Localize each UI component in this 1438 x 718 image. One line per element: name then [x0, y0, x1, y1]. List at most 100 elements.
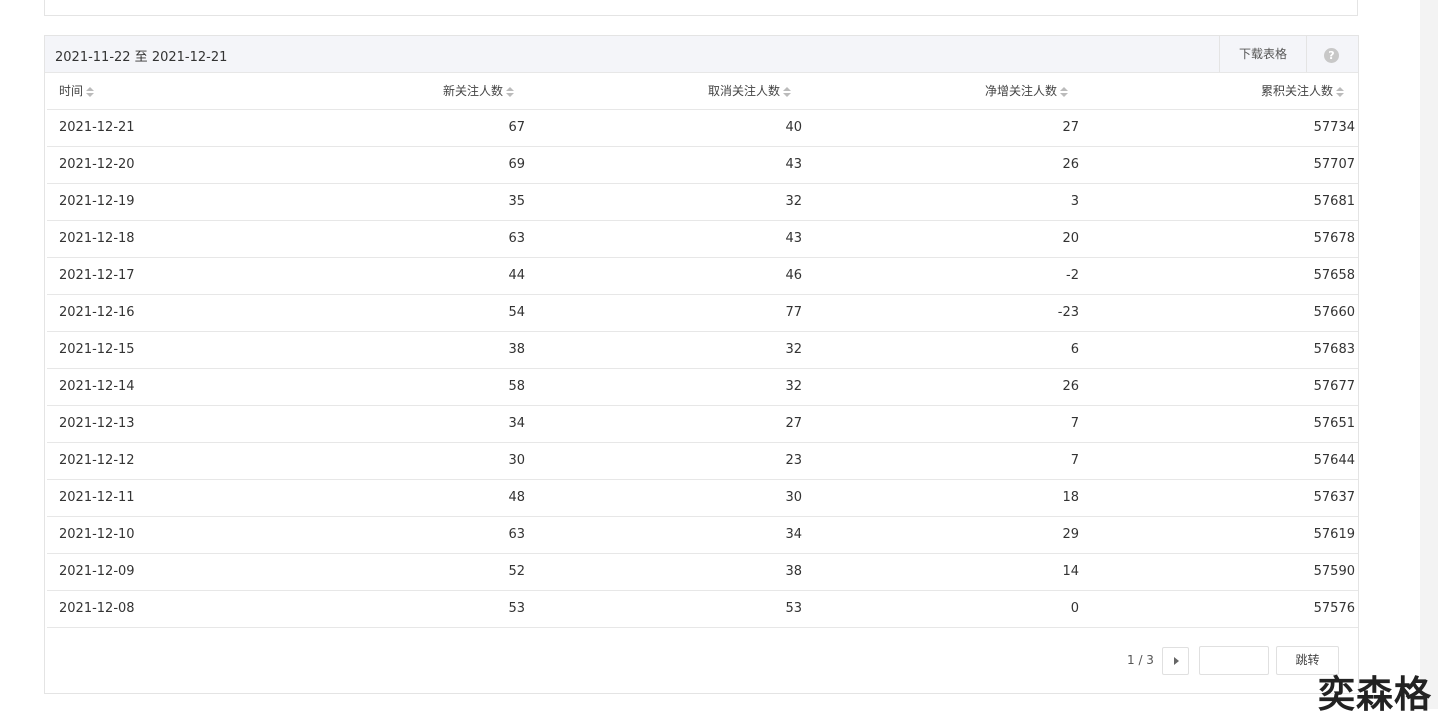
table-row: 2021-12-13 34 27 7 57651: [47, 406, 1358, 443]
column-header[interactable]: 取消关注人数: [708, 73, 791, 109]
date-cell: 2021-12-18: [59, 231, 135, 246]
table-row: 2021-12-09 52 38 14 57590: [47, 554, 1358, 591]
table-row: 2021-12-08 53 53 0 57576: [47, 591, 1358, 628]
column-title: 新关注人数: [442, 84, 503, 98]
column-header[interactable]: 净增关注人数: [985, 73, 1068, 109]
sort-icon: [1336, 86, 1344, 97]
number-cell: 57678: [1313, 231, 1355, 246]
table-row: 2021-12-18 63 43 20 57678: [47, 221, 1358, 258]
table-row: 2021-12-14 58 32 26 57677: [47, 369, 1358, 406]
number-cell: 26: [1062, 157, 1079, 172]
number-cell: 3: [1070, 194, 1079, 209]
number-cell: 14: [1062, 564, 1079, 579]
number-cell: 57683: [1313, 342, 1355, 357]
number-cell: 20: [1062, 231, 1079, 246]
number-cell: 35: [508, 194, 525, 209]
number-cell: 67: [508, 120, 525, 135]
number-cell: 57576: [1313, 601, 1355, 616]
number-cell: 26: [1062, 379, 1079, 394]
date-cell: 2021-12-09: [59, 564, 135, 579]
number-cell: 7: [1070, 453, 1079, 468]
number-cell: 6: [1070, 342, 1079, 357]
number-cell: 77: [785, 305, 802, 320]
number-cell: 57637: [1313, 490, 1355, 505]
jump-button[interactable]: 跳转: [1276, 646, 1339, 675]
number-cell: 58: [508, 379, 525, 394]
table-row: 2021-12-21 67 40 27 57734: [47, 110, 1358, 147]
date-cell: 2021-12-11: [59, 490, 135, 505]
number-cell: 57619: [1313, 527, 1355, 542]
arrow-icon: [1174, 657, 1179, 665]
next-page-button[interactable]: [1162, 647, 1189, 675]
sort-icon: [783, 86, 791, 97]
number-cell: 34: [785, 527, 802, 542]
number-cell: 63: [508, 527, 525, 542]
number-cell: 57707: [1313, 157, 1355, 172]
date-cell: 2021-12-17: [59, 268, 135, 283]
download-button[interactable]: 下载表格: [1219, 36, 1307, 72]
number-cell: 57651: [1313, 416, 1355, 431]
number-cell: 57677: [1313, 379, 1355, 394]
number-cell: 63: [508, 231, 525, 246]
scrollbar: [1420, 0, 1438, 709]
sort-icon: [506, 86, 514, 97]
help-icon[interactable]: ?: [1324, 48, 1339, 63]
table-row: 2021-12-15 38 32 6 57683: [47, 332, 1358, 369]
table-row: 2021-12-19 35 32 3 57681: [47, 184, 1358, 221]
date-range: 2021-11-22 至 2021-12-21: [55, 50, 228, 65]
sort-icon: [1060, 86, 1068, 97]
number-cell: 32: [785, 379, 802, 394]
date-cell: 2021-12-12: [59, 453, 135, 468]
number-cell: 38: [785, 564, 802, 579]
table-row: 2021-12-20 69 43 26 57707: [47, 147, 1358, 184]
column-header[interactable]: 新关注人数: [443, 73, 514, 109]
table-row: 2021-12-10 63 34 29 57619: [47, 517, 1358, 554]
header-row: 时间 新关注人数 取消关注人数 净增关注人数 累积关注人数: [47, 73, 1358, 110]
date-cell: 2021-12-21: [59, 120, 135, 135]
number-cell: 38: [508, 342, 525, 357]
column-header[interactable]: 累积关注人数: [1261, 73, 1344, 109]
number-cell: 57660: [1313, 305, 1355, 320]
number-cell: 32: [785, 194, 802, 209]
number-cell: 44: [508, 268, 525, 283]
number-cell: 27: [785, 416, 802, 431]
table-row: 2021-12-11 48 30 18 57637: [47, 480, 1358, 517]
number-cell: 43: [785, 157, 802, 172]
number-cell: 30: [785, 490, 802, 505]
number-cell: 57644: [1313, 453, 1355, 468]
date-cell: 2021-12-20: [59, 157, 135, 172]
column-title: 取消关注人数: [707, 84, 780, 98]
number-cell: 32: [785, 342, 802, 357]
number-cell: 57734: [1313, 120, 1355, 135]
number-cell: 52: [508, 564, 525, 579]
column-title: 累积关注人数: [1260, 84, 1333, 98]
number-cell: 48: [508, 490, 525, 505]
number-cell: 29: [1062, 527, 1079, 542]
table-panel: 2021-11-22 至 2021-12-21 下载表格 ? 时间 新关注人数 取消…: [44, 35, 1359, 694]
date-cell: 2021-12-14: [59, 379, 135, 394]
number-cell: 53: [785, 601, 802, 616]
date-cell: 2021-12-13: [59, 416, 135, 431]
sort-icon: [86, 86, 95, 97]
number-cell: -2: [1066, 268, 1079, 283]
date-cell: 2021-12-15: [59, 342, 135, 357]
number-cell: 54: [508, 305, 525, 320]
number-cell: 7: [1070, 416, 1079, 431]
column-header[interactable]: 时间: [59, 73, 95, 109]
number-cell: 18: [1062, 490, 1079, 505]
watermark: 奕森格: [1318, 673, 1432, 716]
number-cell: -23: [1057, 305, 1079, 320]
date-cell: 2021-12-10: [59, 527, 135, 542]
page-input[interactable]: [1199, 646, 1269, 675]
table-row: 2021-12-17 44 46 -2 57658: [47, 258, 1358, 295]
number-cell: 53: [508, 601, 525, 616]
number-cell: 69: [508, 157, 525, 172]
number-cell: 43: [785, 231, 802, 246]
number-cell: 27: [1062, 120, 1079, 135]
date-cell: 2021-12-16: [59, 305, 135, 320]
table-row: 2021-12-16 54 77 -23 57660: [47, 295, 1358, 332]
number-cell: 57681: [1313, 194, 1355, 209]
number-cell: 40: [785, 120, 802, 135]
date-cell: 2021-12-19: [59, 194, 135, 209]
